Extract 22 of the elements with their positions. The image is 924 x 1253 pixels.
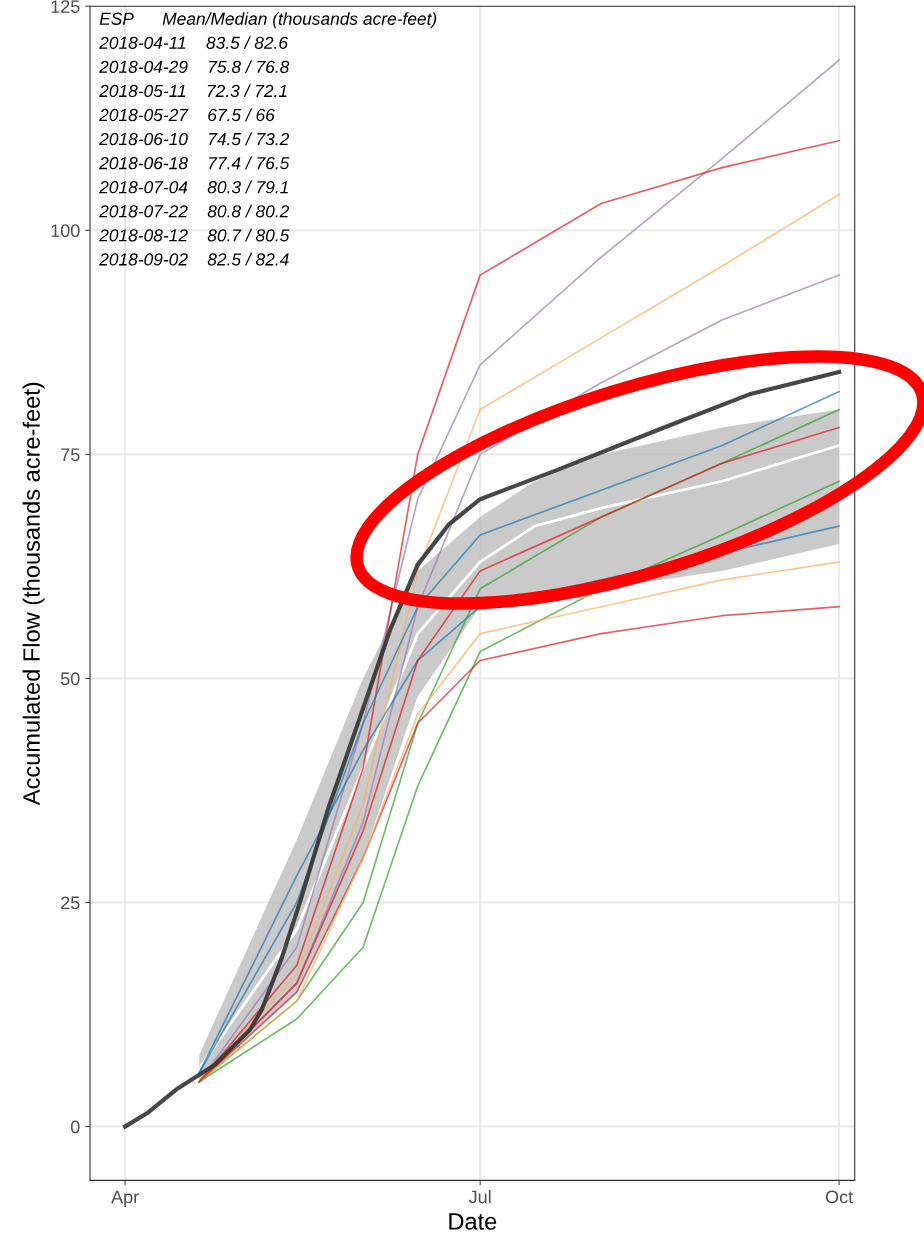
y-tick-label: 0 — [70, 1120, 80, 1134]
annotation: 2018-05-27 67.5 / 66 — [99, 108, 275, 122]
annotation: 2018-07-22 80.8 / 80.2 — [99, 204, 290, 218]
x-tick-label: Jul — [468, 1190, 491, 1204]
y-tick-label: 75 — [61, 448, 80, 462]
annotation: ESP Mean/Median (thousands acre-feet) — [99, 12, 437, 29]
y-axis-title: Accumulated Flow (thousands acre-feet) — [22, 382, 45, 806]
annotation: 2018-04-11 83.5 / 82.6 — [99, 36, 289, 49]
annotation: 2018-05-11 72.3 / 72.1 — [99, 84, 287, 98]
x-tick-label: Oct — [825, 1190, 854, 1204]
annotation: 2018-08-12 80.7 / 80.5 — [99, 228, 290, 242]
y-tick-label: 50 — [60, 672, 80, 686]
annotation: 2018-09-02 82.5 / 82.4 — [99, 252, 289, 266]
x-axis-title: Date — [449, 1213, 497, 1230]
y-tick-label: 25 — [61, 896, 80, 910]
annotation: 2018-06-18 77.4 / 76.5 — [99, 156, 290, 170]
annotation: 2018-04-29 75.8 / 76.8 — [99, 60, 290, 74]
annotation: 2018-07-04 80.3 / 79.1 — [99, 180, 288, 194]
y-tick-label: 100 — [51, 224, 80, 238]
y-tick-label: 125 — [51, 0, 80, 13]
annotation: 2018-06-10 74.5 / 73.2 — [99, 132, 290, 146]
x-tick-label: Apr — [111, 1190, 139, 1207]
